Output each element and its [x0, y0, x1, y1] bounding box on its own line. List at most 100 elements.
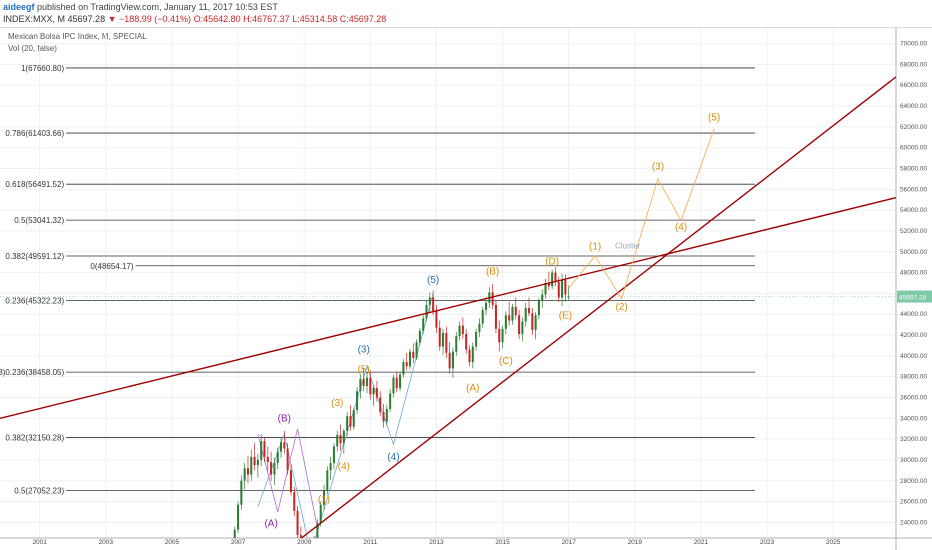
candle-body	[468, 349, 471, 363]
candle-body	[564, 279, 567, 295]
y-tick-label: 42000.00	[900, 332, 927, 339]
x-tick-label: 2025	[826, 539, 841, 546]
x-tick-label: 2011	[363, 539, 377, 546]
candle-body	[385, 408, 388, 422]
candle-body	[369, 377, 372, 395]
candle-body	[365, 377, 369, 387]
header-divider	[0, 27, 932, 28]
fib-level-label: 0.382(32150.28)	[5, 434, 64, 443]
candle-body	[243, 468, 246, 481]
candle-body	[547, 283, 550, 287]
wave-label: (4)	[338, 461, 350, 472]
candle-body	[293, 492, 296, 511]
candle-body	[484, 302, 488, 311]
plot-area	[0, 76, 896, 538]
wave-label: (3)	[331, 398, 343, 409]
last-price-tag	[897, 290, 932, 303]
y-tick-label: 36000.00	[900, 394, 927, 401]
candle-body	[382, 412, 385, 422]
y-tick-label: 62000.00	[900, 124, 927, 131]
candle-body	[481, 310, 484, 324]
y-tick-label: 38000.00	[900, 374, 927, 381]
candle-body	[408, 351, 412, 367]
legend-title: Mexican Bolsa IPC Index, M, SPECIAL	[8, 32, 147, 41]
wave-label: (3)	[652, 162, 664, 173]
wave-label: (B)	[278, 413, 291, 424]
candle-body	[342, 430, 345, 444]
candle-body	[237, 504, 240, 530]
candle-body	[250, 456, 253, 475]
y-tick-label: 66000.00	[900, 82, 927, 89]
y-tick-label: 44000.00	[900, 311, 927, 318]
wave-label: (5)	[358, 365, 370, 376]
candle-body	[359, 378, 362, 392]
fib-level-label: 0.236(45322.23)	[5, 296, 64, 305]
candle-body	[537, 300, 540, 316]
price-chart[interactable]: 24000.00 26000.00 28000.00 30000.00 32000.00…	[0, 28, 932, 550]
candle-body	[316, 523, 319, 538]
candle-body	[375, 388, 378, 398]
candle-body	[326, 470, 329, 491]
wave-label: (5)	[708, 113, 720, 124]
fib-level-label: 0.5(27052.23)	[14, 487, 64, 496]
candle-body	[491, 292, 494, 305]
candle-body	[425, 304, 428, 319]
author-link[interactable]: aideegf	[3, 2, 35, 12]
candle-body	[442, 332, 445, 347]
candle-body	[445, 332, 448, 353]
candle-body	[531, 313, 534, 330]
fib-level-label: 0.382(49591.12)	[5, 252, 64, 261]
wave-label: (C)	[499, 356, 513, 367]
y-tick-label: 58000.00	[900, 166, 927, 173]
candle-body	[276, 451, 279, 464]
candle-body	[557, 281, 560, 298]
y-tick-label: 52000.00	[900, 228, 927, 235]
last-price-tag-label: 45697.28	[899, 295, 926, 302]
candle-body	[392, 377, 395, 394]
y-tick-label: 34000.00	[900, 415, 927, 422]
x-tick-label: 2017	[561, 539, 576, 546]
candle-body	[527, 307, 531, 314]
candle-body	[541, 294, 544, 301]
y-tick-label: 28000.00	[900, 478, 927, 485]
candle-body	[551, 272, 554, 287]
candle-body	[246, 468, 249, 475]
wave-label: (1)	[589, 242, 601, 253]
candle-body	[514, 306, 517, 316]
candle-body	[455, 336, 458, 352]
candle-body	[263, 441, 266, 457]
candle-body	[319, 504, 322, 524]
candle-body	[521, 321, 524, 334]
candle-body	[395, 377, 398, 389]
x-tick-label: 2005	[165, 539, 180, 546]
candle-body	[554, 272, 557, 282]
x-tick-label: 2019	[628, 539, 643, 546]
candle-body	[511, 306, 514, 321]
candle-body	[475, 331, 478, 347]
candle-body	[352, 409, 355, 427]
candle-body	[422, 318, 425, 331]
y-tick-label: 26000.00	[900, 499, 927, 506]
wave-label: (4)	[387, 452, 399, 463]
candle-body	[524, 307, 527, 322]
x-tick-label: 2007	[231, 539, 246, 546]
fib-level-label: 1(67660.80)	[21, 64, 64, 73]
candle-body	[322, 490, 326, 505]
candle-body	[270, 462, 273, 475]
candle-body	[451, 351, 454, 369]
y-tick-label: 50000.00	[900, 249, 927, 256]
candle-body	[448, 352, 451, 369]
candle-body	[428, 297, 431, 305]
candle-body	[458, 325, 461, 337]
candle-body	[399, 374, 402, 389]
candle-body	[501, 328, 504, 343]
candle-body	[329, 463, 332, 471]
y-tick-label: 60000.00	[900, 145, 927, 152]
candle-body	[233, 529, 236, 538]
price-change: ▼ −188.99 (−0.41%)	[107, 14, 192, 24]
candle-body	[567, 296, 570, 298]
candle-body	[498, 328, 501, 343]
candle-body	[471, 346, 474, 363]
y-tick-label: 32000.00	[900, 436, 927, 443]
candle-body	[415, 342, 418, 358]
